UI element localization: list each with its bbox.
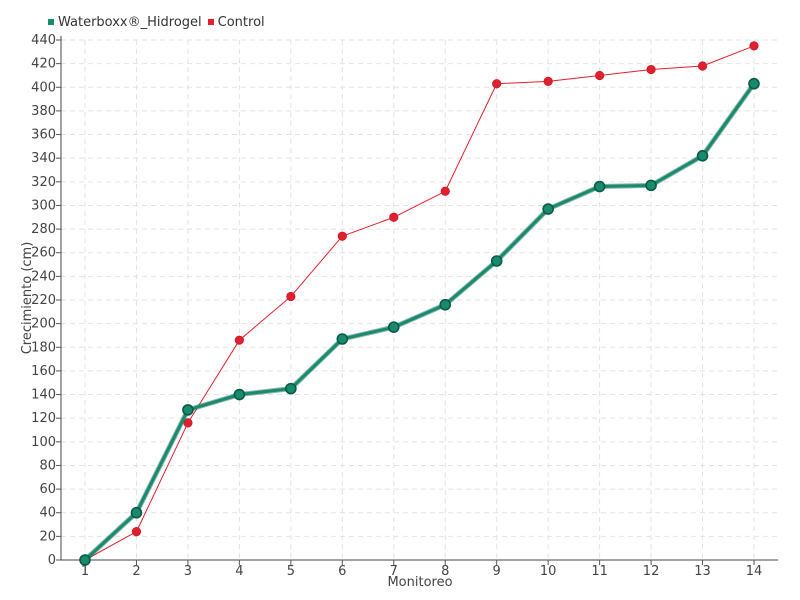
y-tick-label: 360 xyxy=(31,128,56,143)
x-tick-label: 8 xyxy=(441,564,449,579)
y-axis-ticks: 0 20 40 60 80 100 120 140 160 180 200 220 240 260 280 3… xyxy=(31,33,61,568)
legend-label-control: Control xyxy=(217,14,265,30)
data-point-control[interactable] xyxy=(492,79,502,89)
data-point-control[interactable] xyxy=(646,64,656,75)
x-tick-label: 13 xyxy=(694,564,711,579)
data-point-waterboxx[interactable] xyxy=(645,179,657,192)
y-axis-title: Crecimiento (cm) xyxy=(20,242,35,355)
x-tick-label: 1 xyxy=(81,564,89,579)
data-point-waterboxx[interactable] xyxy=(233,388,246,401)
y-tick-label: 400 xyxy=(31,80,56,95)
x-tick-label: 11 xyxy=(591,564,608,579)
x-tick-label: 12 xyxy=(643,564,660,579)
x-axis-ticks: 1 2 3 4 5 6 7 8 9 10 11 12 13 14 xyxy=(81,560,762,579)
data-point-waterboxx[interactable] xyxy=(490,255,503,267)
data-point-control[interactable] xyxy=(389,212,399,222)
y-tick-label: 40 xyxy=(39,506,56,521)
legend-label-waterboxx: Waterboxx®_Hidrogel xyxy=(58,14,202,30)
y-tick-label: 320 xyxy=(31,175,56,190)
grid-lines xyxy=(61,39,778,560)
y-tick-label: 60 xyxy=(39,482,56,497)
series-group xyxy=(79,41,760,566)
x-tick-label: 5 xyxy=(287,564,295,579)
y-tick-label: 260 xyxy=(31,246,56,261)
y-tick-label: 340 xyxy=(31,151,56,166)
x-tick-label: 2 xyxy=(132,564,140,579)
data-point-waterboxx[interactable] xyxy=(182,404,194,416)
data-point-waterboxx[interactable] xyxy=(542,203,554,215)
y-tick-label: 120 xyxy=(31,411,56,426)
x-tick-label: 9 xyxy=(493,564,501,579)
data-point-waterboxx[interactable] xyxy=(439,298,452,311)
y-tick-label: 160 xyxy=(31,364,56,379)
y-tick-label: 20 xyxy=(39,529,56,544)
y-tick-label: 440 xyxy=(31,33,56,48)
data-point-control[interactable] xyxy=(697,61,708,71)
series-line-waterboxx xyxy=(83,82,756,562)
legend-item-control[interactable]: Control xyxy=(207,14,265,30)
x-tick-label: 3 xyxy=(184,564,192,579)
data-point-waterboxx[interactable] xyxy=(696,150,709,162)
x-axis-title: Monitoreo xyxy=(387,575,452,590)
y-tick-label: 240 xyxy=(31,269,56,284)
legend-swatch-waterboxx xyxy=(48,19,54,25)
y-tick-label: 220 xyxy=(31,293,56,308)
data-point-waterboxx[interactable] xyxy=(130,506,143,519)
data-point-control[interactable] xyxy=(286,291,296,302)
x-tick-label: 6 xyxy=(338,564,346,579)
data-point-control[interactable] xyxy=(440,186,450,196)
data-point-waterboxx[interactable] xyxy=(387,321,400,333)
data-point-control[interactable] xyxy=(337,231,347,241)
y-tick-label: 280 xyxy=(31,222,56,237)
data-point-waterboxx[interactable] xyxy=(285,382,297,395)
y-tick-label: 0 xyxy=(48,553,56,568)
y-tick-label: 420 xyxy=(31,57,56,72)
x-tick-label: 14 xyxy=(746,564,763,579)
data-point-control[interactable] xyxy=(543,76,553,86)
data-point-control[interactable] xyxy=(749,41,759,51)
y-tick-label: 100 xyxy=(31,435,56,450)
y-tick-label: 300 xyxy=(31,198,56,213)
data-point-waterboxx[interactable] xyxy=(336,333,349,345)
x-tick-label: 10 xyxy=(540,564,557,579)
y-tick-label: 380 xyxy=(31,104,56,119)
data-point-control[interactable] xyxy=(234,335,244,345)
chart-legend: Waterboxx®_Hidrogel Control xyxy=(48,12,271,32)
series-line-waterboxx-shadow xyxy=(83,82,757,562)
legend-item-waterboxx[interactable]: Waterboxx®_Hidrogel xyxy=(48,15,202,30)
legend-swatch-control xyxy=(207,19,214,25)
data-point-waterboxx[interactable] xyxy=(593,180,606,193)
x-tick-label: 4 xyxy=(235,564,243,579)
data-point-control[interactable] xyxy=(131,527,142,537)
data-point-control[interactable] xyxy=(595,70,605,81)
y-tick-label: 200 xyxy=(31,317,56,332)
data-point-waterboxx[interactable] xyxy=(748,77,760,90)
axes xyxy=(60,36,778,561)
y-tick-label: 180 xyxy=(31,340,56,355)
data-point-waterboxx[interactable] xyxy=(79,554,91,566)
y-tick-label: 80 xyxy=(39,458,56,473)
series-line-control xyxy=(84,45,755,561)
y-tick-label: 140 xyxy=(31,388,56,403)
x-tick-label: 7 xyxy=(390,564,398,579)
